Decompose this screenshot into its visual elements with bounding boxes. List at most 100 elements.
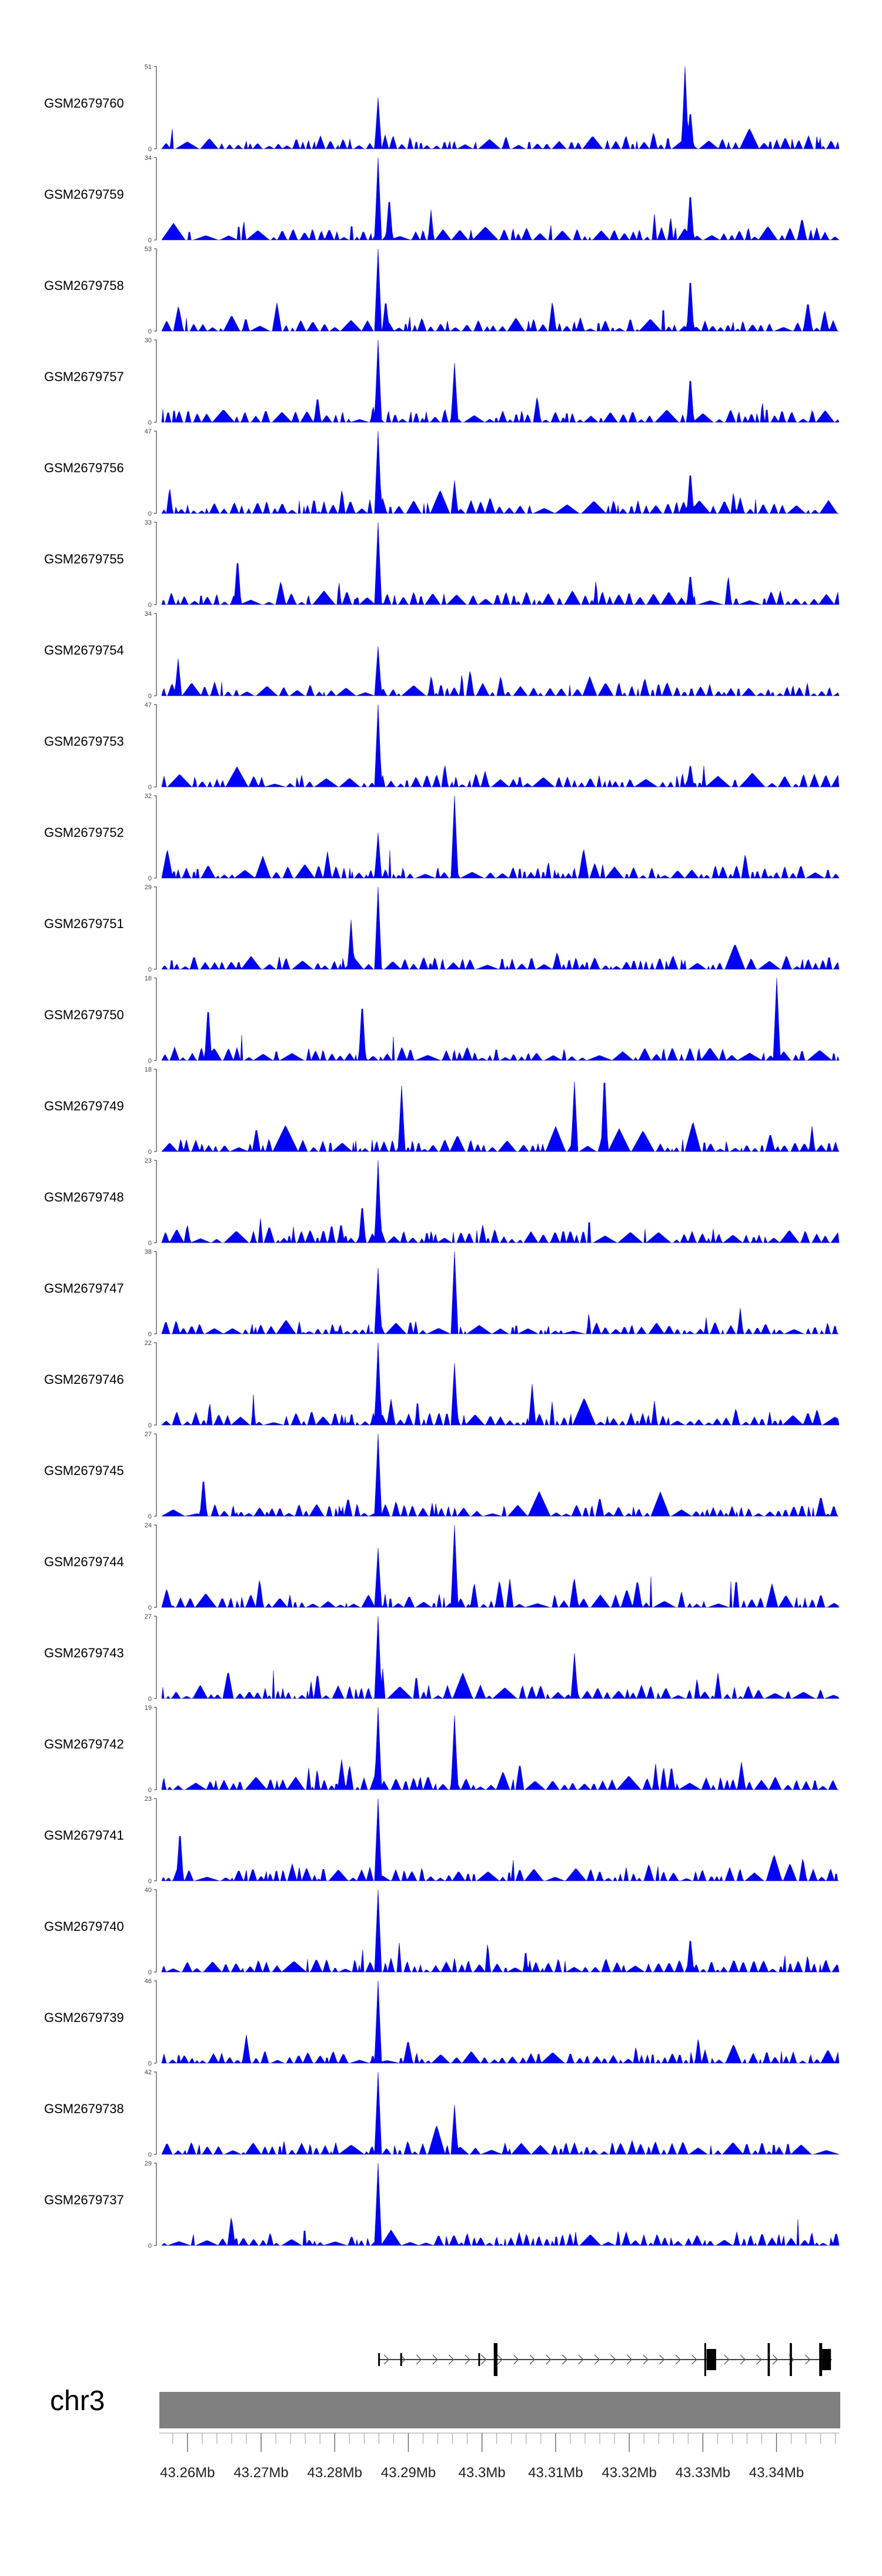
- coverage-track: GSM2679752 32 0: [44, 793, 840, 882]
- gene-model-track: [378, 2343, 832, 2376]
- track-y-max-label: 18: [145, 975, 152, 982]
- coverage-track: GSM2679737 29 0: [44, 2160, 840, 2250]
- gene-exon: [478, 2353, 480, 2366]
- coverage-area: [161, 2071, 840, 2155]
- track-y-min-label: 0: [148, 693, 152, 700]
- track-y-max-label: 34: [145, 610, 152, 618]
- coverage-area: [161, 646, 840, 696]
- track-y-min-label: 0: [148, 875, 152, 882]
- track-y-min-label: 0: [148, 146, 152, 153]
- track-sample-label: GSM2679748: [44, 1190, 124, 1204]
- coverage-area: [161, 886, 840, 970]
- track-sample-label: GSM2679753: [44, 734, 124, 749]
- coverage-track: GSM2679745 27 0: [44, 1431, 839, 1520]
- coverage-track: GSM2679760 51 0: [44, 64, 840, 153]
- track-y-max-label: 42: [145, 2069, 152, 2076]
- coverage-area: [161, 704, 840, 788]
- strand-arrow: [480, 2354, 487, 2365]
- track-sample-label: GSM2679750: [44, 1007, 124, 1022]
- coverage-area: [161, 248, 839, 332]
- track-y-min-label: 0: [148, 1969, 152, 1976]
- strand-arrow: [513, 2354, 519, 2365]
- coverage-area: [161, 1160, 840, 1244]
- strand-arrow: [675, 2354, 681, 2365]
- track-sample-label: GSM2679746: [44, 1372, 124, 1387]
- track-sample-label: GSM2679742: [44, 1737, 124, 1751]
- track-y-min-label: 0: [148, 2243, 152, 2250]
- gene-exon: [706, 2349, 716, 2370]
- chromosome-ideogram: [159, 2392, 840, 2428]
- track-y-max-label: 32: [145, 793, 152, 800]
- track-y-max-label: 18: [145, 1066, 152, 1073]
- coverage-track: GSM2679754 34 0: [44, 610, 840, 700]
- coverage-track: GSM2679750 18 0: [44, 975, 840, 1065]
- track-y-max-label: 27: [145, 1613, 152, 1620]
- strand-arrow: [724, 2354, 730, 2365]
- track-y-min-label: 0: [148, 966, 152, 973]
- gene-exon: [767, 2343, 770, 2376]
- track-y-min-label: 0: [148, 1057, 152, 1065]
- coverage-area: [161, 1798, 839, 1882]
- coverage-tracks: GSM2679760510GSM2679759340GSM2679758530G…: [44, 64, 840, 2250]
- chromosome-axis: chr3 43.26Mb 43.27Mb 43.28Mb 43.29Mb 43.3Mb 4…: [50, 2385, 840, 2481]
- track-y-min-label: 0: [148, 1331, 152, 1338]
- track-sample-label: GSM2679751: [44, 916, 124, 931]
- coverage-track: GSM2679757 30 0: [44, 337, 840, 426]
- track-sample-label: GSM2679760: [44, 96, 124, 111]
- strand-arrow: [578, 2354, 584, 2365]
- track-y-min-label: 0: [148, 1878, 152, 1885]
- strand-arrow: [659, 2354, 665, 2365]
- coverage-track: GSM2679748 23 0: [44, 1157, 840, 1247]
- track-sample-label: GSM2679757: [44, 369, 124, 384]
- track-y-max-label: 23: [145, 1157, 152, 1164]
- track-y-max-label: 30: [145, 337, 152, 344]
- coverage-track: GSM2679740 40 0: [44, 1887, 840, 1976]
- coverage-area: [161, 1433, 839, 1517]
- strand-arrow: [643, 2354, 649, 2365]
- coverage-area: [161, 66, 840, 150]
- tick-label: 43.26Mb: [160, 2465, 215, 2481]
- strand-arrow: [383, 2354, 390, 2365]
- track-sample-label: GSM2679740: [44, 1919, 124, 1934]
- strand-arrow: [772, 2354, 779, 2365]
- track-y-min-label: 0: [148, 602, 152, 609]
- coverage-area: [161, 2163, 840, 2247]
- strand-arrow: [432, 2354, 438, 2365]
- coverage-area: [161, 1081, 840, 1153]
- tick-label: 43.32Mb: [602, 2465, 656, 2481]
- gene-exon: [378, 2353, 380, 2366]
- strand-arrow: [416, 2354, 422, 2365]
- tick-label: 43.28Mb: [308, 2465, 362, 2481]
- track-y-max-label: 47: [145, 702, 152, 709]
- coverage-track: GSM2679746 22 0: [44, 1340, 840, 1429]
- track-sample-label: GSM2679739: [44, 2010, 124, 2025]
- coverage-track: GSM2679743 27 0: [44, 1613, 840, 1703]
- track-y-max-label: 27: [145, 1431, 152, 1438]
- coverage-area: [161, 1980, 840, 2064]
- track-y-max-label: 19: [145, 1704, 152, 1711]
- coverage-track: GSM2679741 23 0: [44, 1796, 839, 1885]
- tick-label: 43.34Mb: [749, 2465, 804, 2481]
- track-y-min-label: 0: [148, 1422, 152, 1429]
- coverage-area: [161, 339, 840, 423]
- track-y-min-label: 0: [148, 1513, 152, 1520]
- track-sample-label: GSM2679737: [44, 2193, 124, 2207]
- strand-arrow: [594, 2354, 600, 2365]
- gene-exon: [400, 2353, 402, 2366]
- tick-label: 43.31Mb: [528, 2465, 583, 2481]
- strand-arrow: [448, 2354, 455, 2365]
- track-y-max-label: 38: [145, 1249, 152, 1256]
- tick-label: 43.3Mb: [459, 2465, 506, 2481]
- track-y-max-label: 29: [145, 2160, 152, 2167]
- coverage-track: GSM2679755 33 0: [44, 519, 840, 609]
- coverage-area: [161, 157, 840, 241]
- track-y-min-label: 0: [148, 510, 152, 518]
- track-y-max-label: 29: [145, 884, 152, 891]
- track-sample-label: GSM2679749: [44, 1099, 124, 1113]
- strand-arrow: [804, 2354, 811, 2365]
- axis-ticks: 43.26Mb 43.27Mb 43.28Mb 43.29Mb 43.3Mb 43.31M…: [159, 2432, 839, 2481]
- coverage-track: GSM2679749 18 0: [44, 1066, 840, 1156]
- strand-arrow: [691, 2354, 697, 2365]
- track-sample-label: GSM2679752: [44, 825, 124, 840]
- tick-label: 43.27Mb: [233, 2465, 288, 2481]
